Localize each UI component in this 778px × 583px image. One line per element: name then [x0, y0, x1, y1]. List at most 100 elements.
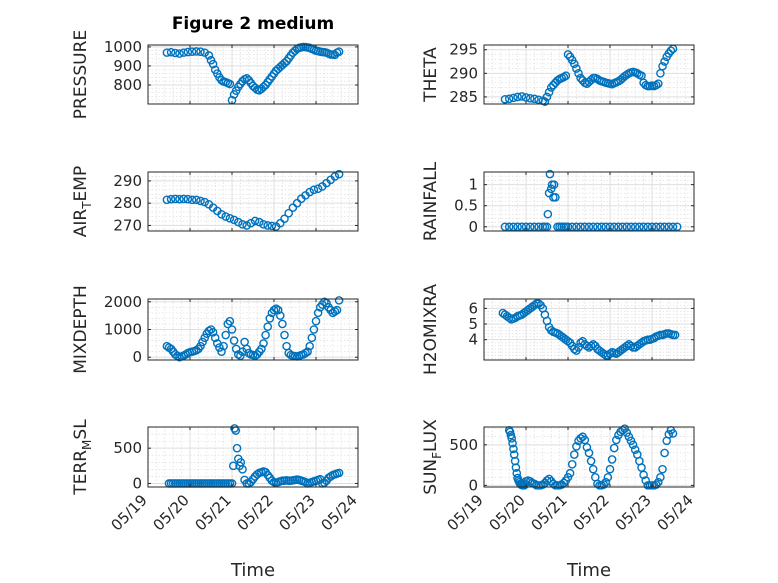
- data-point: [549, 180, 559, 189]
- y-tick-label: 1000: [104, 38, 142, 56]
- y-tick-label: 500: [113, 439, 142, 457]
- data-point: [236, 351, 245, 361]
- axes-box: [147, 171, 359, 232]
- data-point: [508, 438, 517, 448]
- data-point: [208, 327, 218, 337]
- data-point: [521, 93, 531, 102]
- data-point: [614, 222, 623, 232]
- axes-box: [147, 44, 359, 105]
- data-point: [504, 313, 514, 323]
- data-point: [215, 343, 224, 352]
- data-point: [601, 477, 611, 487]
- data-point: [507, 434, 517, 443]
- data-point: [599, 349, 609, 359]
- y-axis-label: H2OMIXRA: [421, 284, 441, 375]
- data-point: [543, 209, 553, 219]
- y-tick-label: 270: [113, 216, 142, 234]
- data-point: [530, 222, 539, 232]
- axes-box: [483, 44, 695, 105]
- data-point: [254, 217, 264, 227]
- data-point: [626, 341, 636, 351]
- y-tick-label: 0.5: [454, 197, 478, 215]
- data-point: [330, 172, 340, 181]
- data-point: [626, 222, 636, 232]
- data-point: [544, 474, 554, 484]
- data-point: [500, 94, 510, 104]
- x-axis-label: Time: [230, 560, 275, 581]
- y-axis-label: TERRMSL: [71, 419, 94, 496]
- data-point: [187, 195, 197, 205]
- data-point: [228, 461, 238, 471]
- y-tick-label: 295: [449, 41, 478, 59]
- data-point: [305, 187, 315, 197]
- data-point: [217, 347, 226, 356]
- data-point: [534, 222, 543, 232]
- data-point: [622, 222, 632, 232]
- data-point: [191, 195, 201, 205]
- data-point: [517, 222, 527, 232]
- x-tick-label: 05/22: [234, 491, 277, 534]
- data-point: [196, 341, 205, 351]
- data-point: [511, 463, 521, 472]
- subplot-rainfall: 0 0.5 1 RAINFALL: [421, 161, 695, 241]
- data-point: [584, 222, 594, 232]
- data-point: [208, 59, 218, 69]
- data-point: [540, 97, 550, 106]
- data-point: [221, 330, 230, 340]
- x-axis-label: Time: [566, 560, 611, 581]
- y-tick-label: 4: [468, 331, 478, 349]
- data-point: [630, 222, 640, 232]
- data-point: [609, 222, 619, 232]
- data-point: [618, 222, 627, 232]
- data-point: [175, 49, 184, 58]
- data-point: [639, 470, 648, 480]
- data-point: [542, 92, 552, 102]
- subplot-sun-flux: 0 500 SUNFLUX05/1905/2005/2105/2205/2305/2…: [421, 419, 697, 581]
- data-point: [651, 222, 661, 232]
- data-point: [567, 459, 577, 469]
- data-point: [624, 432, 634, 442]
- data-point: [183, 194, 193, 204]
- y-tick-label: 5: [468, 315, 478, 333]
- data-point: [242, 344, 251, 354]
- data-point: [229, 215, 239, 225]
- data-point: [509, 222, 518, 232]
- data-point: [576, 434, 585, 443]
- data-point: [551, 192, 560, 202]
- data-point: [322, 298, 331, 308]
- data-point: [612, 435, 621, 445]
- data-point: [635, 222, 644, 232]
- data-point: [179, 48, 188, 57]
- data-point: [183, 47, 193, 57]
- subplot-theta: 285 290 295 THETA: [421, 41, 695, 106]
- data-point: [572, 64, 581, 73]
- data-point: [305, 341, 315, 351]
- data-point: [320, 478, 329, 488]
- data-point: [630, 445, 640, 455]
- data-point: [200, 333, 209, 343]
- data-point: [198, 337, 207, 347]
- data-point: [509, 444, 518, 454]
- data-point: [601, 222, 611, 232]
- data-point: [658, 464, 667, 474]
- data-point: [242, 221, 251, 230]
- data-point: [563, 472, 573, 482]
- y-tick-label: 2000: [104, 293, 142, 311]
- data-point: [173, 351, 182, 361]
- data-point: [257, 344, 266, 354]
- data-point: [654, 79, 663, 89]
- data-point: [309, 325, 319, 334]
- y-tick-label: 0: [468, 476, 478, 494]
- data-point: [280, 214, 289, 224]
- data-point: [567, 222, 577, 232]
- data-point: [334, 296, 344, 305]
- data-point: [225, 214, 235, 223]
- y-tick-label: 280: [113, 194, 142, 212]
- data-point: [565, 468, 575, 478]
- data-point: [651, 80, 661, 90]
- data-point: [530, 94, 539, 104]
- data-point: [525, 222, 535, 232]
- data-point: [609, 443, 619, 453]
